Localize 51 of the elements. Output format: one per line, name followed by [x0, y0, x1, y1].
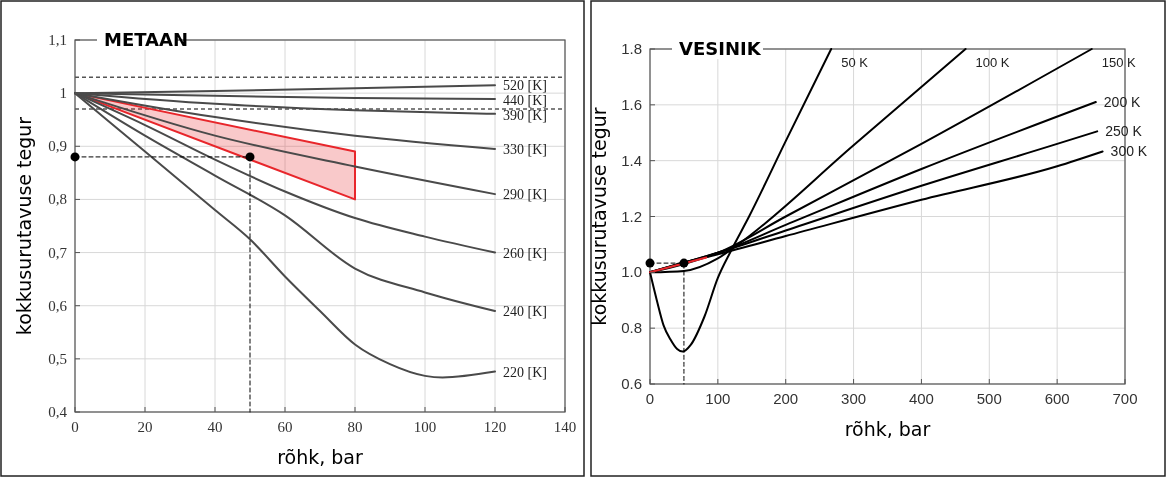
y-tick-label: 0,5 [48, 350, 67, 367]
x-tick-label: 60 [277, 419, 293, 435]
series-label: 390 [K] [503, 108, 547, 124]
x-tick-label: 400 [908, 390, 934, 407]
y-axis-title: kokkusurutavuse tegur [588, 107, 610, 326]
series-label: 100 K [975, 55, 1010, 70]
x-tick-label: 300 [841, 390, 867, 407]
x-tick-label: 20 [137, 419, 153, 435]
y-tick-label: 0,4 [48, 404, 68, 420]
y-tick-label: 1.4 [621, 151, 642, 169]
y-tick-label: 1,1 [48, 32, 67, 48]
chart-title: VESINIK [679, 38, 762, 59]
x-tick-label: 700 [1112, 390, 1138, 407]
x-tick-label: 0 [71, 419, 79, 435]
x-tick-label: 140 [553, 419, 577, 435]
y-tick-label: 1 [59, 85, 67, 102]
series-label: 330 [K] [503, 141, 547, 157]
x-axis-title: rõhk, bar [844, 418, 931, 440]
series-label: 200 K [1103, 94, 1142, 111]
series-label: 300 K [1110, 143, 1148, 160]
x-tick-label: 40 [207, 419, 223, 435]
series-label: 50 K [841, 55, 869, 70]
x-tick-label: 100 [705, 390, 731, 407]
x-tick-label: 0 [645, 390, 655, 407]
series-label: 220 [K] [503, 364, 547, 380]
y-tick-label: 1.2 [621, 207, 642, 225]
y-tick-label: 0,6 [48, 297, 68, 314]
y-tick-label: 0,9 [48, 138, 67, 155]
x-tick-label: 80 [347, 419, 363, 435]
y-tick-label: 0,7 [48, 244, 68, 261]
series-label: 440 [K] [503, 93, 547, 109]
series-label: 250 K [1105, 123, 1143, 140]
x-tick-label: 200 [773, 390, 799, 407]
y-tick-label: 1.0 [621, 263, 642, 281]
y-tick-label: 0.8 [621, 319, 642, 337]
x-axis-title: rõhk, bar [277, 446, 364, 468]
series-label: 260 [K] [503, 245, 547, 261]
y-tick-label: 0.6 [621, 375, 642, 392]
series-label: 240 [K] [503, 304, 547, 320]
y-tick-label: 1.6 [621, 95, 642, 113]
x-tick-label: 500 [976, 390, 1002, 407]
x-tick-label: 600 [1044, 390, 1070, 407]
series-label: 150 K [1101, 55, 1137, 70]
series-label: 290 [K] [503, 187, 547, 203]
x-tick-label: 100 [413, 419, 437, 435]
chart-title: METAAN [104, 29, 189, 50]
series-label: 520 [K] [503, 78, 547, 94]
y-axis-title: kokkusurutavuse tegur [13, 116, 35, 336]
y-tick-label: 0,8 [48, 191, 67, 208]
x-tick-label: 120 [483, 419, 507, 435]
y-tick-label: 1.8 [621, 40, 642, 57]
